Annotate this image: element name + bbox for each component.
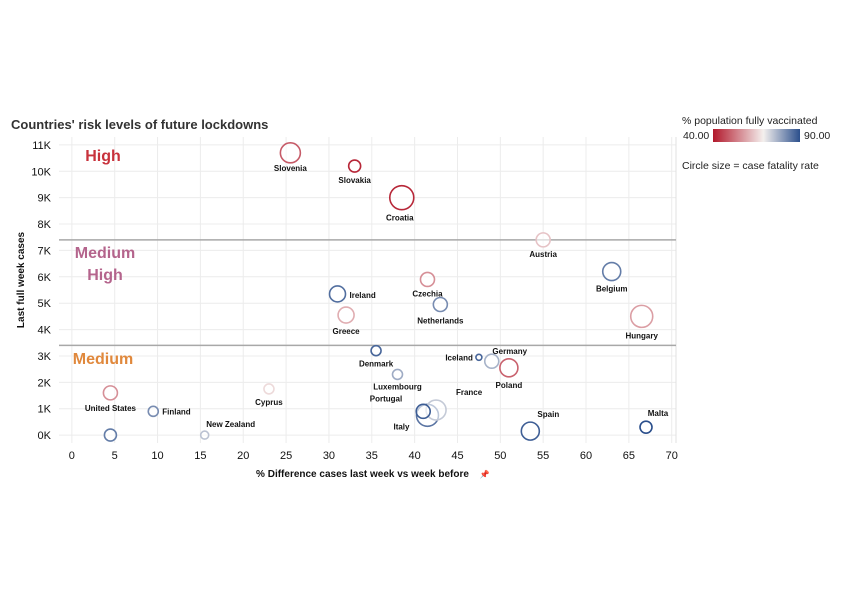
point-croatia (388, 184, 415, 211)
point-austria (535, 232, 551, 248)
x-tick-label: 20 (237, 450, 249, 462)
x-tick-label: 55 (537, 450, 549, 462)
y-tick-label: 7K (38, 245, 52, 257)
point-label-slovakia: Slovakia (338, 176, 371, 185)
x-axis-label: % Difference cases last week vs week bef… (256, 469, 469, 480)
point-label-netherlands: Netherlands (417, 317, 464, 326)
plot-area: 0 5 10 15 20 25 30 35 40 45 50 55 60 65 70 0K 1K 2K 3K 4K 5K… (31, 137, 678, 462)
x-tick-label: 25 (280, 450, 292, 462)
pin-icon: 📌 (480, 469, 490, 479)
point-label-malta: Malta (648, 409, 669, 418)
point-netherlands (432, 296, 449, 313)
y-tick-label: 11K (32, 140, 51, 152)
x-tick-label: 30 (323, 450, 335, 462)
x-tick-label: 10 (151, 450, 163, 462)
point-label-austria: Austria (529, 250, 557, 259)
point-unlabeled (103, 428, 118, 442)
x-tick-label: 50 (494, 450, 506, 462)
point-label-new-zealand: New Zealand (206, 420, 255, 429)
y-tick-label: 3K (38, 351, 52, 363)
point-label-france: France (456, 388, 483, 397)
point-label-italy: Italy (393, 422, 410, 431)
point-malta (639, 420, 653, 434)
x-tick-label: 65 (623, 450, 635, 462)
point-label-portugal: Portugal (370, 394, 402, 403)
x-tick-label: 60 (580, 450, 592, 462)
point-label-finland: Finland (162, 407, 191, 416)
point-czechia (419, 271, 436, 288)
point-label-croatia: Croatia (386, 214, 414, 223)
zone-label: Medium (73, 351, 133, 368)
y-tick-label: 1K (38, 404, 52, 416)
point-label-cyprus: Cyprus (255, 398, 283, 407)
x-tick-label: 45 (451, 450, 463, 462)
point-luxembourg (391, 368, 404, 381)
point-germany (483, 353, 500, 370)
color-legend-title: % population fully vaccinated (682, 115, 818, 127)
color-legend-max: 90.00 (804, 130, 830, 142)
y-axis-label: Last full week cases (16, 231, 27, 328)
point-slovakia (347, 159, 362, 173)
point-label-spain: Spain (537, 410, 559, 419)
x-tick-label: 0 (69, 450, 75, 462)
point-belgium (601, 261, 622, 282)
y-tick-label: 0K (38, 430, 52, 442)
x-tick-label: 35 (366, 450, 378, 462)
point-finland (147, 405, 160, 418)
color-legend-min: 40.00 (683, 130, 709, 142)
point-label-denmark: Denmark (359, 360, 394, 369)
point-greece (337, 306, 355, 324)
x-tick-label: 40 (409, 450, 421, 462)
color-legend-bar (713, 129, 800, 142)
point-denmark (370, 344, 382, 357)
y-tick-label: 2K (38, 377, 52, 389)
y-tick-label: 5K (38, 298, 52, 310)
point-ireland (328, 285, 347, 303)
point-slovenia (279, 142, 302, 164)
chart-title: Countries' risk levels of future lockdow… (11, 117, 268, 132)
point-new-zealand (199, 430, 210, 440)
x-tick-label: 15 (194, 450, 206, 462)
point-label-greece: Greece (333, 327, 361, 336)
point-label-united-states: United States (85, 404, 137, 413)
point-portugal (415, 403, 432, 420)
point-hungary (629, 304, 654, 329)
point-label-poland: Poland (496, 381, 523, 390)
point-label-czechia: Czechia (412, 289, 443, 298)
y-tick-label: 10K (31, 166, 51, 178)
color-legend: % population fully vaccinated 40.00 90.0… (682, 115, 830, 172)
x-tick-label: 5 (112, 450, 118, 462)
point-label-germany: Germany (492, 347, 527, 356)
point-label-ireland: Ireland (350, 291, 376, 300)
point-spain (520, 421, 541, 441)
x-tick-label: 70 (666, 450, 678, 462)
point-label-belgium: Belgium (596, 285, 628, 294)
y-tick-label: 9K (38, 193, 52, 205)
zone-label: Medium (75, 245, 135, 262)
y-tick-label: 8K (38, 219, 52, 231)
point-label-slovenia: Slovenia (274, 164, 307, 173)
point-label-luxembourg: Luxembourg (373, 382, 422, 391)
point-label-hungary: Hungary (625, 331, 658, 340)
point-cyprus (263, 383, 275, 395)
point-label-iceland: Iceland (445, 353, 473, 362)
point-iceland (475, 353, 483, 362)
point-united-states (102, 385, 119, 401)
y-tick-label: 6K (38, 272, 52, 284)
zone-label: High (85, 148, 121, 165)
size-legend: Circle size = case fatality rate (682, 160, 819, 172)
point-poland (499, 358, 519, 378)
zone-label: High (87, 267, 123, 284)
y-tick-label: 4K (38, 325, 52, 337)
